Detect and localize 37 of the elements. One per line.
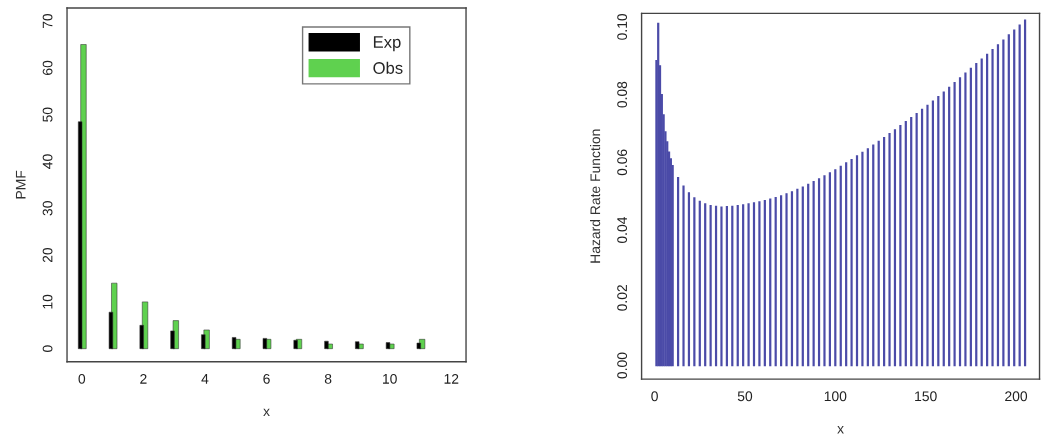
x-tick-label: 12 [444,373,459,384]
y-tick-label: 50 [42,107,53,122]
y-axis-title: Hazard Rate Function [590,129,601,263]
y-tick-label: 60 [42,60,53,75]
y-tick-label: 30 [42,201,53,216]
x-tick-label: 50 [737,391,753,402]
x-tick-label: 0 [78,373,86,384]
x-axis-title: x [263,408,270,417]
bar [231,337,237,349]
x-tick-label: 10 [383,373,397,384]
x-tick-label: 4 [201,374,209,384]
y-tick-label: 0.04 [617,217,628,244]
bar [355,341,360,349]
bar [324,340,329,349]
y-tick-label: 0.06 [617,149,628,176]
y-axis-title: PMF [15,170,26,199]
x-tick-label: 0 [651,391,658,402]
y-tick-label: 70 [42,13,53,29]
y-tick-label: 20 [42,247,53,263]
x-tick-label: 100 [824,391,847,402]
x-tick-label: 6 [263,373,270,384]
y-tick-label: 0.10 [617,13,628,40]
y-tick-label: 10 [42,294,53,309]
y-tick-label: 0.02 [617,285,628,311]
bar [385,342,391,349]
legend-label: Exp [373,36,401,52]
bar [293,339,298,349]
y-tick-label: 0.08 [617,81,628,108]
x-tick-label: 8 [324,373,332,384]
y-tick-label: 0.00 [617,352,628,379]
x-tick-label: 2 [140,373,147,384]
x-tick-label: 200 [1005,391,1028,402]
x-axis-title: x [837,426,844,434]
legend-label: Obs [373,61,403,74]
x-tick-label: 150 [915,391,937,402]
y-tick-label: 40 [42,154,53,169]
y-tick-label: 0 [42,345,53,352]
